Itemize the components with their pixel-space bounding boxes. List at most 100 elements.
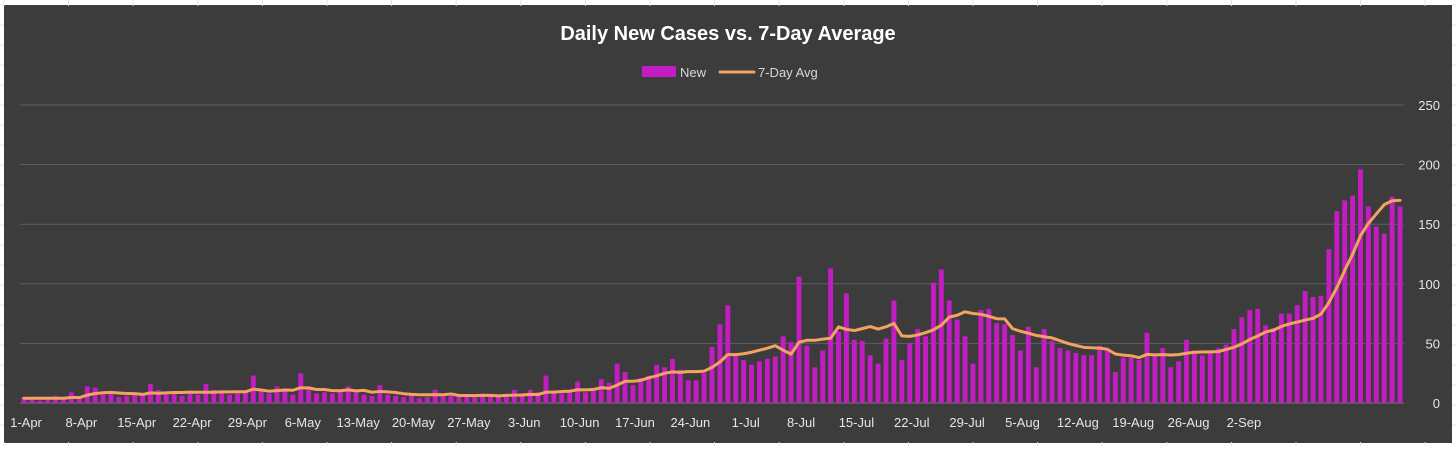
bar-new: [1097, 345, 1102, 403]
bar-new: [764, 358, 770, 403]
bar-new: [45, 399, 51, 403]
bar-new: [1065, 350, 1071, 403]
bar-new: [701, 373, 707, 403]
bar-new: [290, 394, 296, 403]
bar-new: [472, 397, 478, 403]
x-tick-label: 29-Apr: [228, 415, 268, 430]
bar-new: [274, 386, 280, 403]
bar-new: [559, 393, 565, 403]
bar-new: [456, 395, 462, 403]
bar-new: [258, 391, 264, 403]
bar-new: [242, 391, 248, 403]
bar-new: [171, 393, 177, 403]
bar-new: [1310, 296, 1316, 403]
bar-new: [891, 300, 897, 403]
bar-new: [551, 392, 557, 403]
bar-new: [29, 399, 35, 403]
bar-new: [1365, 206, 1371, 403]
bar-new: [772, 356, 778, 403]
bar-series-new: [21, 169, 1403, 403]
legend-swatch-new: [642, 66, 676, 77]
x-tick-label: 2-Sep: [1227, 415, 1262, 430]
line-7-day-avg: [22, 198, 1402, 400]
x-tick-label: 19-Aug: [1112, 415, 1154, 430]
bar-new: [1010, 335, 1015, 403]
bar-new: [424, 397, 430, 403]
bar-new: [306, 387, 312, 403]
bar-new: [1073, 352, 1079, 403]
bar-new: [488, 395, 494, 403]
bar-new: [1144, 332, 1150, 403]
bar-new: [132, 394, 138, 403]
bar-new: [401, 397, 407, 403]
bar-new: [100, 394, 106, 403]
bar-new: [195, 394, 201, 403]
x-tick-label: 8-Jul: [787, 415, 815, 430]
bar-new: [1381, 233, 1387, 403]
bar-new: [978, 310, 984, 403]
bar-new: [503, 397, 509, 403]
x-tick-label: 5-Aug: [1005, 415, 1040, 430]
bar-new: [37, 400, 43, 403]
bar-new: [1104, 350, 1110, 403]
bar-new: [930, 282, 936, 403]
bar-new: [1081, 355, 1087, 403]
bar-new: [654, 364, 660, 403]
bar-new: [385, 394, 391, 403]
x-tick-label: 17-Jun: [615, 415, 655, 430]
bar-new: [1373, 226, 1379, 403]
bar-new: [266, 393, 272, 403]
bar-new: [843, 293, 849, 403]
bar-new: [1160, 348, 1166, 403]
bar-new: [1215, 348, 1221, 403]
bar-new: [741, 360, 747, 403]
bar-new: [1247, 310, 1253, 403]
bar-new: [970, 363, 976, 403]
bar-new: [464, 394, 470, 403]
x-tick-label: 26-Aug: [1168, 415, 1210, 430]
bar-new: [733, 355, 739, 403]
bar-new: [535, 392, 541, 403]
bar-new: [1199, 355, 1205, 403]
bar-new: [614, 363, 620, 403]
bar-new: [796, 276, 802, 403]
bar-new: [108, 393, 114, 403]
x-tick-label: 1-Jul: [732, 415, 760, 430]
bar-new: [859, 341, 865, 403]
bar-new: [836, 331, 841, 403]
bar-new: [1049, 341, 1055, 403]
bar-new: [393, 395, 399, 403]
bar-new: [235, 393, 240, 403]
bar-new: [480, 393, 486, 403]
y-tick-label: 0: [1433, 396, 1440, 411]
bar-new: [329, 393, 335, 403]
bar-new: [638, 377, 644, 403]
bar-new: [828, 268, 834, 403]
bar-new: [314, 393, 320, 403]
bar-new: [583, 392, 588, 403]
bar-new: [1294, 305, 1300, 403]
x-tick-label: 13-May: [336, 415, 380, 430]
x-axis-tick-labels: 1-Apr 8-Apr 15-Apr 22-Apr 29-Apr 6-May 13-May 2…: [10, 415, 1261, 430]
y-axis-tick-labels: 0 50 100 150 200 250: [1418, 98, 1440, 411]
bar-new: [21, 397, 27, 403]
bar-new: [788, 342, 794, 403]
bar-new: [915, 329, 921, 403]
bar-new: [899, 360, 905, 403]
bar-new: [416, 398, 422, 403]
bar-new: [1255, 308, 1261, 403]
bar-new: [409, 395, 414, 403]
x-tick-label: 15-Apr: [117, 415, 157, 430]
bar-new: [353, 392, 359, 403]
bar-new: [163, 394, 169, 403]
legend-label-7-day-avg: 7-Day Avg: [758, 65, 818, 80]
bar-new: [92, 387, 98, 403]
bar-new: [1152, 355, 1158, 403]
bar-new: [1342, 200, 1348, 403]
bar-new: [1389, 196, 1395, 403]
x-tick-label: 29-Jul: [949, 415, 985, 430]
bar-new: [677, 369, 683, 403]
bar-new: [1002, 324, 1008, 403]
bar-new: [211, 389, 217, 403]
